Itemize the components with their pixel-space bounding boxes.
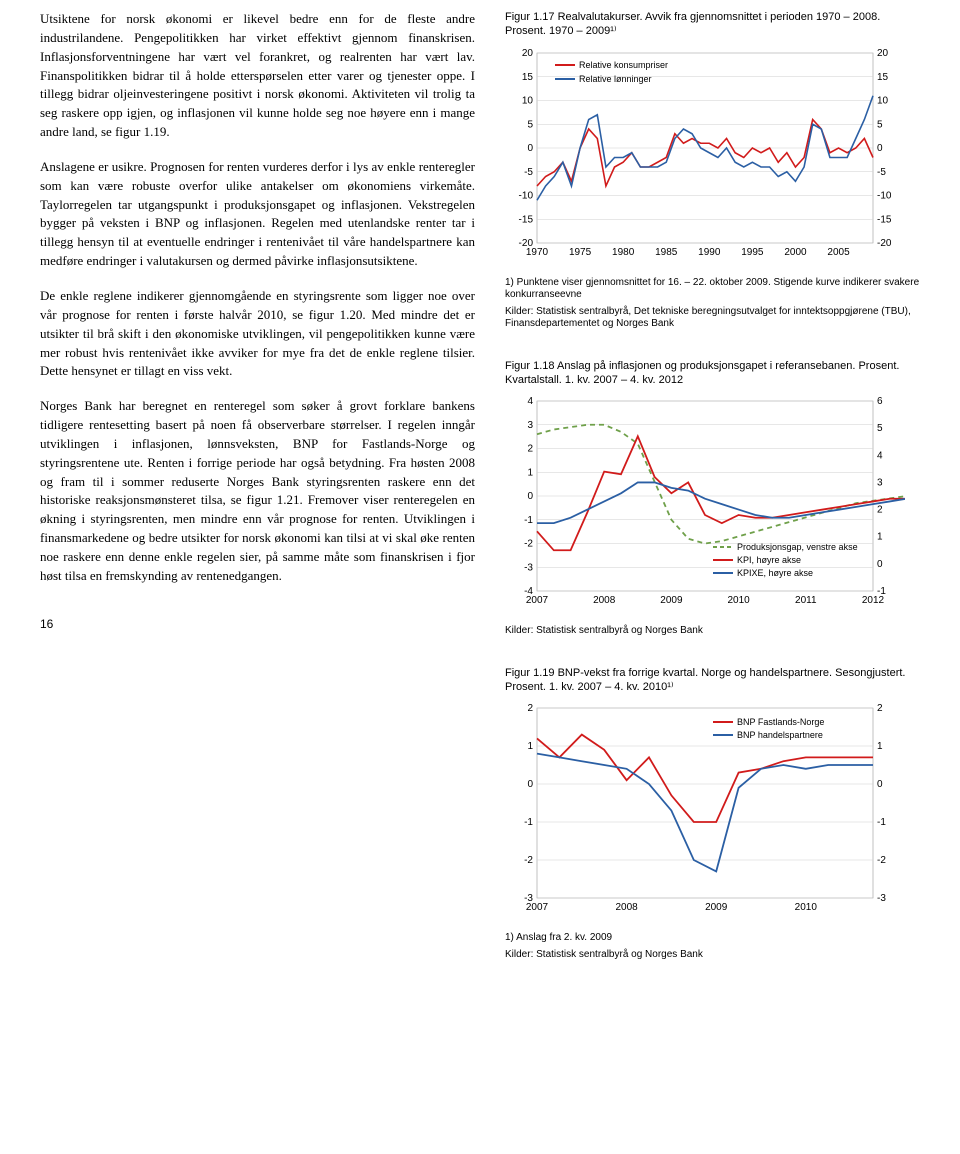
svg-text:0: 0 (527, 143, 533, 154)
svg-text:20: 20 (877, 48, 889, 59)
paragraph-2: Anslagene er usikre. Prognosen for rente… (40, 158, 475, 271)
svg-text:0: 0 (877, 143, 883, 154)
svg-text:2: 2 (527, 703, 533, 714)
svg-text:1995: 1995 (741, 247, 764, 258)
svg-text:-15: -15 (519, 214, 534, 225)
svg-text:2007: 2007 (526, 902, 549, 913)
svg-text:15: 15 (522, 71, 534, 82)
svg-text:1975: 1975 (569, 247, 592, 258)
svg-text:-10: -10 (519, 190, 534, 201)
svg-text:-3: -3 (877, 893, 886, 904)
svg-text:2: 2 (877, 703, 883, 714)
svg-text:-1: -1 (524, 817, 533, 828)
svg-text:2009: 2009 (705, 902, 728, 913)
svg-text:1: 1 (527, 741, 533, 752)
svg-text:BNP handelspartnere: BNP handelspartnere (737, 730, 823, 740)
svg-text:4: 4 (527, 396, 533, 407)
page-layout: Utsiktene for norsk økonomi er likevel b… (40, 10, 920, 989)
fig117-chart: -20-20-15-15-10-10-5-5005510101515202019… (505, 43, 905, 273)
svg-text:5: 5 (877, 119, 883, 130)
svg-text:-2: -2 (877, 855, 886, 866)
svg-text:0: 0 (527, 779, 533, 790)
page-number: 16 (40, 616, 475, 633)
svg-text:-15: -15 (877, 214, 892, 225)
svg-text:Relative lønninger: Relative lønninger (579, 74, 652, 84)
svg-text:-1: -1 (877, 817, 886, 828)
svg-text:-5: -5 (524, 166, 533, 177)
svg-text:10: 10 (522, 95, 534, 106)
svg-text:-5: -5 (877, 166, 886, 177)
svg-text:1: 1 (527, 467, 533, 478)
svg-text:2: 2 (527, 444, 533, 455)
fig119-title: Figur 1.19 BNP-vekst fra forrige kvartal… (505, 666, 920, 695)
paragraph-3: De enkle reglene indikerer gjennomgående… (40, 287, 475, 381)
svg-text:-3: -3 (524, 562, 533, 573)
svg-text:1990: 1990 (698, 247, 721, 258)
svg-text:2005: 2005 (827, 247, 850, 258)
fig117-title: Figur 1.17 Realvalutakurser. Avvik fra g… (505, 10, 920, 39)
svg-text:2012: 2012 (862, 595, 885, 606)
svg-text:2009: 2009 (660, 595, 683, 606)
svg-text:1: 1 (877, 741, 883, 752)
svg-text:2008: 2008 (615, 902, 638, 913)
fig119-chart: -3-3-2-2-1-10011222007200820092010BNP Fa… (505, 698, 905, 928)
svg-text:3: 3 (527, 420, 533, 431)
svg-text:1980: 1980 (612, 247, 635, 258)
svg-text:KPI, høyre akse: KPI, høyre akse (737, 555, 801, 565)
svg-text:2010: 2010 (727, 595, 750, 606)
fig118-title: Figur 1.18 Anslag på inflasjonen og prod… (505, 359, 920, 388)
svg-text:1970: 1970 (526, 247, 549, 258)
svg-text:2011: 2011 (795, 595, 817, 606)
svg-text:10: 10 (877, 95, 889, 106)
figure-1-19: Figur 1.19 BNP-vekst fra forrige kvartal… (505, 666, 920, 962)
svg-text:4: 4 (877, 450, 883, 461)
svg-text:5: 5 (877, 423, 883, 434)
svg-text:BNP Fastlands-Norge: BNP Fastlands-Norge (737, 717, 824, 727)
svg-text:2000: 2000 (784, 247, 807, 258)
svg-text:0: 0 (877, 779, 883, 790)
text-column: Utsiktene for norsk økonomi er likevel b… (40, 10, 475, 989)
svg-text:Relative konsumpriser: Relative konsumpriser (579, 60, 668, 70)
fig118-note: Kilder: Statistisk sentralbyrå og Norges… (505, 625, 920, 638)
svg-text:2010: 2010 (795, 902, 818, 913)
svg-text:0: 0 (527, 491, 533, 502)
svg-text:15: 15 (877, 71, 889, 82)
svg-text:5: 5 (527, 119, 533, 130)
svg-text:-10: -10 (877, 190, 892, 201)
svg-text:-2: -2 (524, 539, 533, 550)
fig119-note1: 1) Anslag fra 2. kv. 2009 (505, 932, 920, 945)
svg-text:2: 2 (877, 505, 883, 516)
fig118-chart: -4-3-2-101234-10123456200720082009201020… (505, 391, 905, 621)
fig117-note1: 1) Punktene viser gjennomsnittet for 16.… (505, 277, 920, 302)
svg-text:-1: -1 (524, 515, 533, 526)
svg-text:-2: -2 (524, 855, 533, 866)
figure-1-18: Figur 1.18 Anslag på inflasjonen og prod… (505, 359, 920, 638)
figure-1-17: Figur 1.17 Realvalutakurser. Avvik fra g… (505, 10, 920, 331)
fig117-note2: Kilder: Statistisk sentralbyrå, Det tekn… (505, 306, 920, 331)
svg-text:KPIXE, høyre akse: KPIXE, høyre akse (737, 568, 813, 578)
svg-text:2008: 2008 (593, 595, 616, 606)
fig119-note2: Kilder: Statistisk sentralbyrå og Norges… (505, 949, 920, 962)
svg-text:20: 20 (522, 48, 534, 59)
svg-text:-20: -20 (877, 238, 892, 249)
svg-text:1985: 1985 (655, 247, 678, 258)
paragraph-1: Utsiktene for norsk økonomi er likevel b… (40, 10, 475, 142)
svg-text:2007: 2007 (526, 595, 549, 606)
svg-text:6: 6 (877, 396, 883, 407)
figures-column: Figur 1.17 Realvalutakurser. Avvik fra g… (505, 10, 920, 989)
svg-text:3: 3 (877, 478, 883, 489)
svg-text:1: 1 (877, 532, 883, 543)
paragraph-4: Norges Bank har beregnet en renteregel s… (40, 397, 475, 585)
svg-text:0: 0 (877, 559, 883, 570)
svg-text:Produksjonsgap, venstre akse: Produksjonsgap, venstre akse (737, 542, 858, 552)
